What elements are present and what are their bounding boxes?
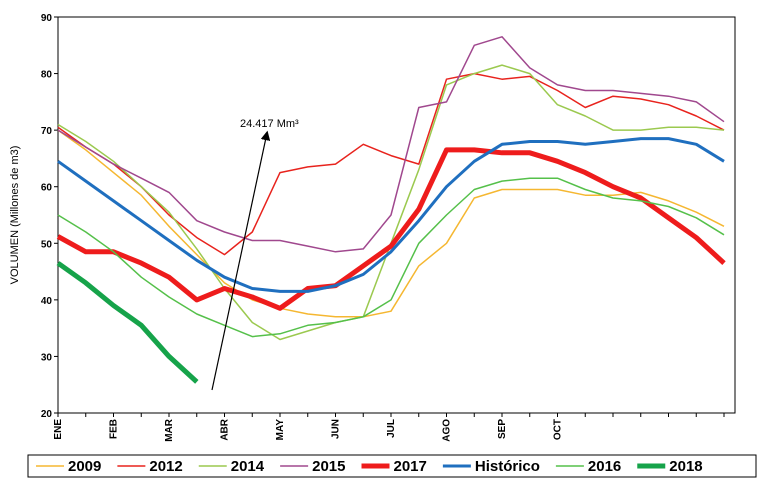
x-tick-label: ENE (53, 419, 64, 440)
series-line (57, 177, 725, 338)
series-line (56, 261, 199, 384)
legend-label: 2014 (231, 458, 265, 475)
x-tick-label: OCT (553, 419, 564, 440)
legend-label: 2012 (149, 458, 182, 475)
x-tick-label: MAR (164, 418, 175, 442)
y-tick-label: 70 (41, 126, 53, 137)
legend-box (27, 454, 757, 478)
legend-label: 2018 (669, 458, 702, 475)
y-axis-label: VOLUMEN (Millones de m3) (9, 146, 21, 285)
series-line (56, 147, 726, 311)
legend-label: Histórico (475, 458, 540, 475)
series-line (57, 36, 725, 253)
series-line (57, 72, 725, 256)
x-tick-label: ABR (220, 418, 231, 440)
series-line (57, 129, 725, 318)
y-tick-label: 20 (41, 409, 53, 420)
annotation: 24.417 Mm³ (240, 118, 299, 130)
legend-label: 2016 (588, 458, 621, 475)
series-line (57, 137, 725, 293)
annotation-arrow (211, 130, 271, 391)
legend-label: 2015 (312, 458, 345, 475)
y-tick-label: 40 (41, 296, 53, 307)
x-tick-label: JUN (331, 419, 342, 439)
x-tick-label: AGO (442, 419, 453, 442)
y-tick-label: 90 (41, 13, 53, 24)
y-tick-label: 80 (41, 70, 53, 81)
legend-label: 2009 (68, 458, 101, 475)
y-tick-label: 30 (41, 352, 53, 363)
y-tick-label: 50 (41, 239, 53, 250)
x-tick-label: FEB (109, 419, 120, 439)
x-tick-label: MAY (275, 419, 286, 441)
x-tick-label: SEP (497, 419, 508, 439)
legend-label: 2017 (394, 458, 427, 475)
x-tick-label: JUL (386, 419, 397, 438)
y-tick-label: 60 (41, 183, 53, 194)
